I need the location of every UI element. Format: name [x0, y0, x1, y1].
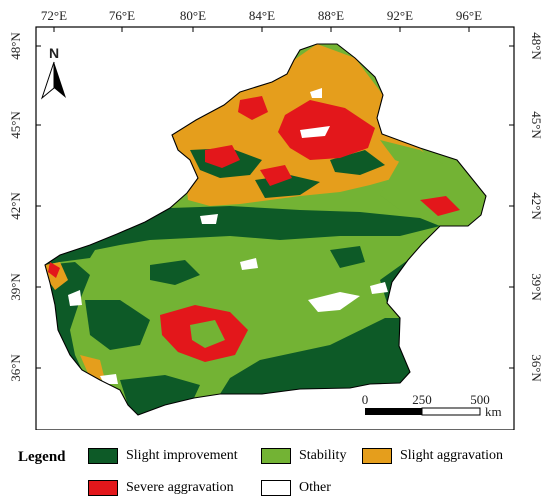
lon-labels: 72°E 76°E 80°E 84°E 88°E 92°E 96°E [41, 8, 482, 23]
legend-swatch-slight-aggravation [362, 448, 392, 464]
legend-swatch-other [261, 480, 291, 496]
lon-label-84: 84°E [249, 8, 275, 23]
lat-label-48-right: 48°N [529, 32, 544, 60]
legend-item-stability: Stability [261, 448, 346, 464]
legend-item-slight-improvement: Slight improvement [88, 448, 238, 464]
legend-label: Other [299, 480, 331, 495]
scale-unit: km [485, 404, 502, 419]
lon-label-76: 76°E [109, 8, 135, 23]
north-arrow-label: N [49, 45, 59, 61]
legend-item-other: Other [261, 480, 331, 496]
legend-swatch-slight-improvement [88, 448, 118, 464]
legend-label: Stability [299, 448, 347, 463]
legend-label: Slight improvement [126, 448, 238, 463]
legend-item-slight-aggravation: Slight aggravation [362, 448, 503, 464]
legend-swatch-stability [261, 448, 291, 464]
legend-item-severe-aggravation: Severe aggravation [88, 480, 234, 496]
lat-label-39-left: 39°N [8, 273, 23, 301]
legend-title: Legend [18, 449, 66, 465]
lat-label-36-right: 36°N [529, 354, 544, 382]
lat-label-39-right: 39°N [529, 273, 544, 301]
lon-label-92: 92°E [387, 8, 413, 23]
legend-label: Severe aggravation [126, 480, 234, 495]
lat-label-45-right: 45°N [529, 111, 544, 139]
lon-label-88: 88°E [318, 8, 344, 23]
lat-label-48-left: 48°N [8, 32, 23, 60]
lat-label-42-left: 42°N [8, 192, 23, 220]
lat-label-36-left: 36°N [8, 354, 23, 382]
scale-label-0: 0 [362, 392, 369, 407]
lat-labels-left: 48°N 45°N 42°N 39°N 36°N [8, 32, 23, 382]
lon-label-72: 72°E [41, 8, 67, 23]
xinjiang-classified-region [44, 43, 487, 416]
lon-label-96: 96°E [456, 8, 482, 23]
map-frame-border [35, 26, 515, 430]
lat-label-42-right: 42°N [529, 192, 544, 220]
scale-bar: 0 250 500 km [362, 392, 502, 419]
map-figure: 72°E 76°E 80°E 84°E 88°E 92°E 96°E 48°N … [8, 8, 544, 430]
scale-label-250: 250 [412, 392, 432, 407]
scale-label-500: 500 [470, 392, 490, 407]
north-arrow-icon: N [40, 45, 66, 100]
lat-labels-right: 48°N 45°N 42°N 39°N 36°N [529, 32, 544, 382]
lon-ticks-top [53, 27, 470, 32]
legend-label: Slight aggravation [400, 448, 504, 463]
lat-label-45-left: 45°N [8, 111, 23, 139]
lat-ticks [36, 45, 514, 369]
legend-swatch-severe-aggravation [88, 480, 118, 496]
lon-label-80: 80°E [180, 8, 206, 23]
